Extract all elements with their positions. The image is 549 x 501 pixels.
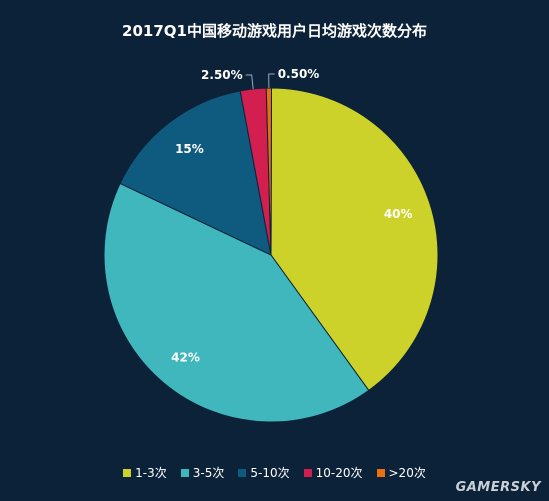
data-label-3: 15% (175, 142, 204, 156)
leader-line-4 (245, 74, 254, 90)
legend-item-4: 10-20次 (303, 464, 363, 481)
data-label-5: 0.50% (278, 67, 320, 81)
legend-swatch-2 (180, 468, 189, 477)
legend-swatch-5 (376, 468, 385, 477)
watermark-logo: GAMERSKY (455, 480, 541, 495)
legend-label-4: 10-20次 (315, 466, 363, 480)
chart-legend: 1-3次 3-5次 5-10次 10-20次 >20次 (0, 464, 549, 481)
leader-line-5 (268, 73, 275, 89)
legend-item-2: 3-5次 (180, 464, 225, 481)
legend-swatch-1 (123, 468, 132, 477)
legend-swatch-3 (238, 468, 247, 477)
data-label-2: 42% (171, 351, 200, 365)
pie-slice-5 (265, 87, 273, 256)
legend-item-5: >20次 (376, 464, 426, 481)
data-label-4: 2.50% (201, 68, 243, 82)
legend-label-3: 5-10次 (250, 466, 290, 480)
legend-item-3: 5-10次 (238, 464, 290, 481)
pie-slice-1 (270, 87, 439, 392)
legend-label-5: >20次 (388, 466, 426, 480)
legend-label-1: 1-3次 (135, 466, 167, 480)
legend-swatch-4 (303, 468, 312, 477)
data-label-1: 40% (384, 207, 413, 221)
legend-item-1: 1-3次 (123, 464, 167, 481)
pie-slice-2 (103, 182, 370, 423)
legend-label-2: 3-5次 (192, 466, 225, 480)
chart-title: 2017Q1中国移动游戏用户日均游戏次数分布 (122, 22, 427, 40)
pie-slice-3 (119, 90, 272, 256)
